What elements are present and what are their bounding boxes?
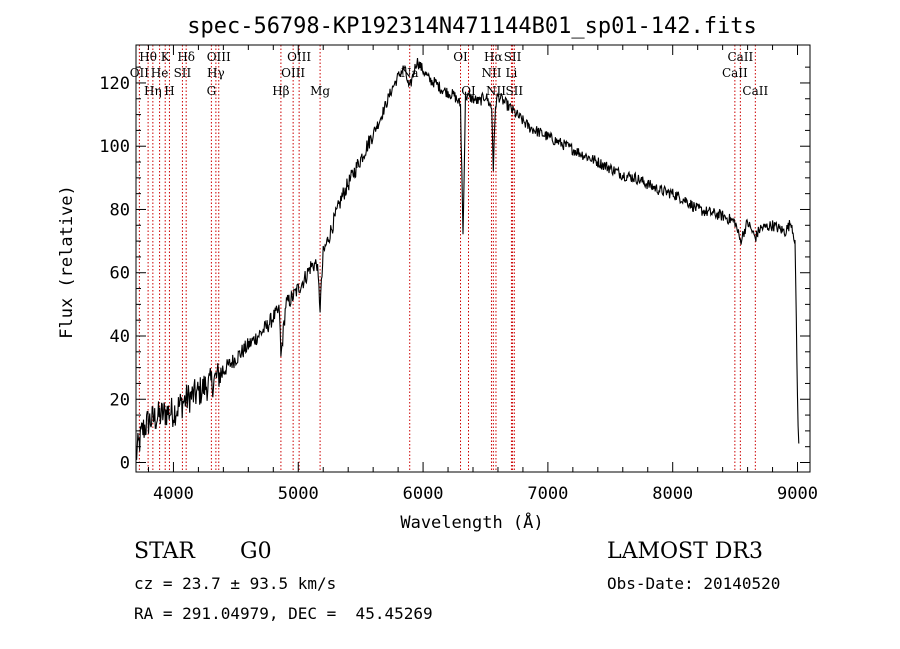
x-tick-label: 6000 xyxy=(403,484,444,504)
y-tick-label: 120 xyxy=(99,74,130,94)
spectral-line-label: SII xyxy=(174,66,192,80)
y-tick-label: 60 xyxy=(110,264,130,284)
y-tick-label: 20 xyxy=(110,390,130,410)
spectral-line-label: He xyxy=(151,66,169,80)
x-tick-label: 8000 xyxy=(652,484,693,504)
spectral-line-label: Hγ xyxy=(207,66,225,80)
spectral-line-label: Hθ xyxy=(139,50,157,64)
y-tick-label: 100 xyxy=(99,137,130,157)
object-class: STAR xyxy=(134,539,195,564)
obs-date: Obs-Date: 20140520 xyxy=(607,574,781,593)
spectral-line-label: OIII xyxy=(281,66,305,80)
spectral-line-label: OIII xyxy=(207,50,231,64)
chart-title: spec-56798-KP192314N471144B01_sp01-142.f… xyxy=(187,14,757,39)
spectral-line-label: NII xyxy=(486,84,506,98)
spectral-line-label: Li xyxy=(506,66,518,80)
spectral-line-label: OII xyxy=(130,66,150,80)
coordinates: RA = 291.04979, DEC = 45.45269 xyxy=(134,604,433,623)
series-layer xyxy=(135,57,800,460)
x-tick-label: 9000 xyxy=(777,484,818,504)
y-tick-label: 0 xyxy=(120,454,130,474)
y-tick-label: 80 xyxy=(110,200,130,220)
spectral-line-label: OIII xyxy=(287,50,311,64)
y-axis-label: Flux (relative) xyxy=(57,185,77,339)
spectral-line-label: SII xyxy=(504,50,522,64)
y-tick-label: 40 xyxy=(110,327,130,347)
redshift-readout: cz = 23.7 ± 93.5 km/s xyxy=(134,574,337,593)
spectral-line-label: Hβ xyxy=(272,84,289,98)
spectral-line-label: H xyxy=(164,84,174,98)
spectrum-line xyxy=(135,57,800,460)
x-tick-label: 7000 xyxy=(527,484,568,504)
plot-frame xyxy=(135,44,811,473)
plot-border xyxy=(135,44,811,473)
spectral-line-label: K xyxy=(161,50,171,64)
spectral-line-label: Hα xyxy=(484,50,503,64)
spectral-line-label: G xyxy=(207,84,217,98)
spectral-line-label: CaII xyxy=(727,50,753,64)
spectral-line-label: OI xyxy=(453,50,468,64)
spectral-line-label: CaII xyxy=(742,84,768,98)
x-tick-label: 5000 xyxy=(278,484,319,504)
x-axis-label: Wavelength (Å) xyxy=(400,511,543,533)
survey-name: LAMOST DR3 xyxy=(607,539,763,564)
spectral-line-label: CaII xyxy=(722,66,748,80)
spectral-line-label: Hη xyxy=(144,84,162,98)
x-tick-label: 4000 xyxy=(153,484,194,504)
axis-ticks: 4000 5000 6000 7000 8000 9000 0 20 40 60 80 100 120 xyxy=(99,45,818,504)
spectral-line-label: Hδ xyxy=(177,50,195,64)
spectral-line-label: Mg xyxy=(310,84,330,98)
spectral-lines-layer xyxy=(138,45,756,472)
spectral-line-label: NII xyxy=(481,66,501,80)
spectral-line-label: SII xyxy=(505,84,523,98)
object-subclass: G0 xyxy=(240,539,272,564)
spectral-line-label: OI xyxy=(461,84,476,98)
